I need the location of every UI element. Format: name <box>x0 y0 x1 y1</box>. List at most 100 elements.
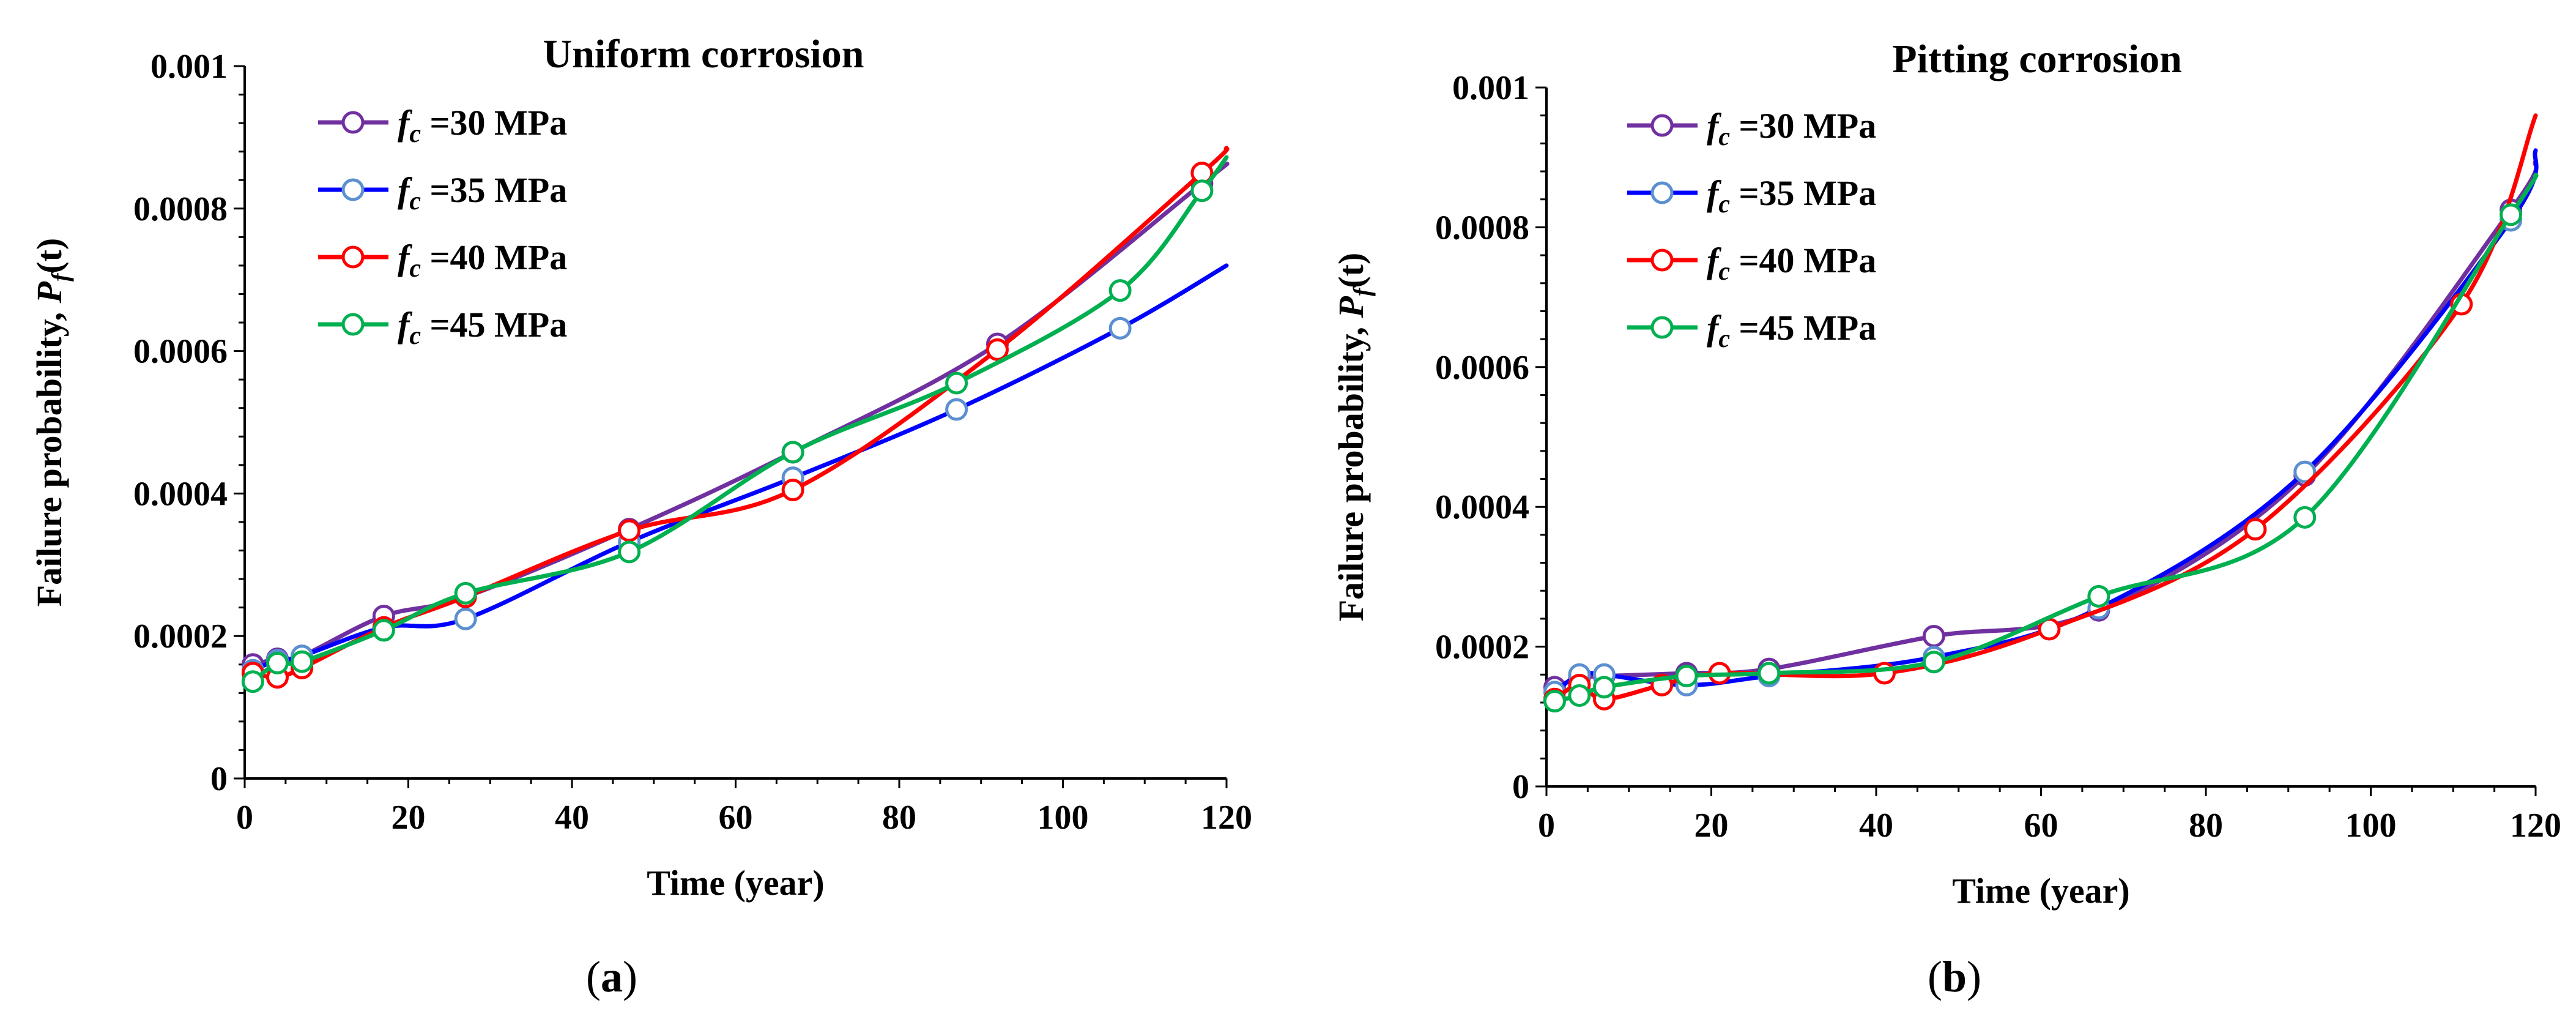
legend-item: fc =35 MPa <box>1627 173 1876 218</box>
data-point <box>986 338 1009 361</box>
legend-marker <box>1650 114 1674 137</box>
y-tick-label: 0.0006 <box>1435 349 1529 387</box>
x-axis-label: Time (year) <box>647 863 824 903</box>
legend-item: fc =30 MPa <box>318 103 567 148</box>
legend-label: fc =30 MPa <box>398 103 567 148</box>
legend-item: fc =40 MPa <box>1627 241 1876 286</box>
series-line <box>1553 173 2539 704</box>
legend-label: fc =35 MPa <box>398 170 567 215</box>
data-point <box>1568 684 1591 707</box>
x-tick-label: 80 <box>2189 807 2223 845</box>
data-point <box>2244 518 2267 541</box>
legend-label: fc =45 MPa <box>1707 308 1876 353</box>
legend-label: fc =40 MPa <box>398 237 567 283</box>
data-point <box>2500 203 2523 226</box>
data-point <box>291 650 314 673</box>
y-axis-label: Failure probability, Pf(t) <box>29 238 74 607</box>
series-4 <box>241 155 1229 693</box>
data-point <box>1190 179 1214 203</box>
data-point <box>618 519 641 542</box>
y-tick-label: 0 <box>1512 768 1529 806</box>
chart-panel-a: 0 0.0002 0.0004 0.0006 0.0008 0.001 0 20 40 60 80 1… <box>29 32 1252 1001</box>
data-point <box>2293 506 2317 529</box>
data-point <box>1873 662 1896 685</box>
legend-label: fc =45 MPa <box>398 305 567 350</box>
legend-marker <box>341 313 365 336</box>
series-line <box>250 155 1229 684</box>
data-point <box>1922 651 1945 674</box>
y-tick-label: 0.001 <box>150 48 228 86</box>
y-tick-label: 0.0008 <box>1435 209 1529 247</box>
legend-label: fc =30 MPa <box>1707 106 1876 151</box>
data-point <box>266 651 289 674</box>
series-1 <box>241 162 1230 676</box>
legend-marker <box>341 111 365 134</box>
legend-item: fc =30 MPa <box>1627 106 1876 151</box>
data-point <box>454 607 477 630</box>
data-point <box>1758 662 1781 685</box>
y-tick-label: 0.0002 <box>1435 629 1529 666</box>
x-tick-label: 0 <box>1538 807 1555 845</box>
x-tick-label: 100 <box>2345 807 2397 845</box>
legend-item: fc =45 MPa <box>1627 308 1876 353</box>
x-tick-label: 40 <box>1859 807 1893 845</box>
chart-panel-b: 0 0.0002 0.0004 0.0006 0.0008 0.001 0 20 40 60 80 1… <box>1331 37 2561 1001</box>
legend-marker <box>1650 181 1674 204</box>
series-line <box>1553 148 2539 695</box>
data-point <box>454 581 477 605</box>
data-point <box>1675 665 1698 688</box>
data-point <box>945 398 968 421</box>
legend-label: fc =40 MPa <box>1707 241 1876 286</box>
legend-marker <box>341 178 365 201</box>
series-4 <box>1543 173 2539 713</box>
data-point <box>1108 279 1132 302</box>
chart-title: Uniform corrosion <box>543 32 864 77</box>
data-point <box>372 619 395 642</box>
x-tick-label: 60 <box>2024 807 2058 845</box>
data-point <box>1108 316 1132 340</box>
series-3 <box>241 146 1230 689</box>
y-axis-label: Failure probability, Pf(t) <box>1331 253 1376 622</box>
data-point <box>241 670 264 693</box>
x-tick-label: 100 <box>1037 799 1089 837</box>
series-1 <box>1543 159 2539 699</box>
legend-marker <box>1650 316 1674 339</box>
y-tick-label: 0.001 <box>1452 69 1529 107</box>
panel-label: (b) <box>1928 952 1981 1001</box>
y-tick-label: 0.0006 <box>133 333 228 371</box>
legend-item: fc =35 MPa <box>318 170 567 215</box>
x-tick-label: 20 <box>1694 807 1729 845</box>
y-tick-label: 0.0004 <box>1435 488 1529 526</box>
x-tick-label: 20 <box>392 799 426 837</box>
legend-item: fc =45 MPa <box>318 305 567 350</box>
series-line <box>1553 159 2539 690</box>
legend-marker <box>341 245 365 269</box>
data-point <box>1922 624 1945 648</box>
data-point <box>1543 690 1566 713</box>
legend: fc =30 MPa fc =35 MPa fc =40 MPa fc =45 MPa <box>1627 106 1876 353</box>
panel-label: (a) <box>586 952 637 1001</box>
x-tick-label: 40 <box>555 799 589 837</box>
x-tick-label: 120 <box>1201 799 1252 837</box>
data-point <box>1592 676 1616 699</box>
series-line <box>250 162 1230 667</box>
legend-label: fc =35 MPa <box>1707 173 1876 218</box>
legend-marker <box>1650 248 1674 272</box>
data-point <box>2087 584 2110 608</box>
series-line <box>250 146 1230 680</box>
y-tick-label: 0.0002 <box>133 618 228 655</box>
legend: fc =30 MPa fc =35 MPa fc =40 MPa fc =45 MPa <box>318 103 567 350</box>
y-tick-label: 0 <box>210 760 228 798</box>
x-axis-label: Time (year) <box>1952 871 2129 911</box>
data-point <box>945 371 968 395</box>
data-point <box>2293 460 2317 483</box>
series-line <box>250 263 1229 673</box>
data-point <box>781 479 804 502</box>
data-point <box>781 441 804 464</box>
data-point <box>618 540 641 564</box>
x-tick-label: 120 <box>2510 807 2561 845</box>
x-tick-label: 60 <box>719 799 753 837</box>
x-tick-label: 0 <box>236 799 253 837</box>
y-tick-label: 0.0008 <box>133 190 228 228</box>
